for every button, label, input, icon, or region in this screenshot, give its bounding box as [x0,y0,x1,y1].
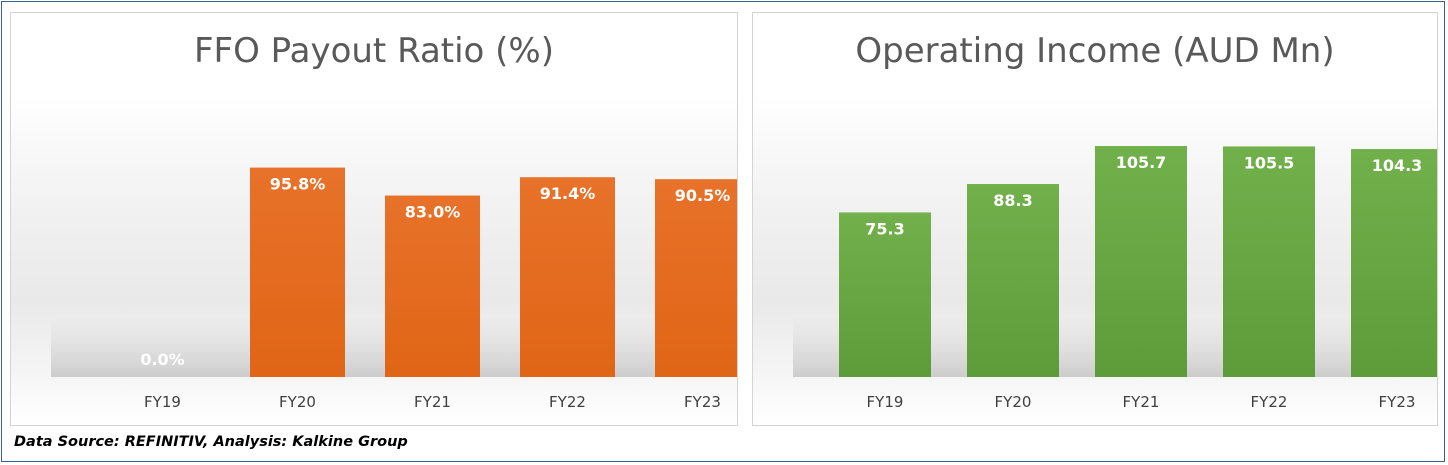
data-label-fy23: 90.5% [675,186,731,205]
x-tick-label-fy22: FY22 [1251,393,1288,411]
bar-fy23 [655,179,737,377]
x-tick-label-fy20: FY20 [279,393,316,411]
x-tick-label-fy21: FY21 [1123,393,1160,411]
operating-income-chart-panel: Operating Income (AUD Mn) 75.3 FY19 88.3 FY… [752,12,1438,426]
x-tick-label-fy21: FY21 [414,393,451,411]
x-tick-label-fy23: FY23 [684,393,721,411]
bar-fy21 [385,195,480,377]
bar-fy23 [1351,149,1437,377]
data-label-fy19: 0.0% [140,350,184,369]
data-label-fy19: 75.3 [865,219,904,238]
x-tick-label-fy20: FY20 [995,393,1032,411]
ffo-payout-chart-panel: FFO Payout Ratio (%) 0.0% FY19 95.8% FY20 83… [10,12,738,426]
bar-fy22 [520,177,615,377]
bar-fy22 [1223,146,1315,377]
bar-fy19 [839,212,931,377]
data-label-fy22: 91.4% [540,184,596,203]
bar-fy20 [250,167,345,377]
x-tick-label-fy22: FY22 [549,393,586,411]
x-tick-label-fy19: FY19 [867,393,904,411]
ffo-payout-chart-title: FFO Payout Ratio (%) [193,31,555,71]
operating-income-chart-title: Operating Income (AUD Mn) [855,31,1335,71]
ffo-payout-chart: 0.0% FY19 95.8% FY20 83.0% FY21 91.4% FY22 90.5%… [51,167,737,411]
x-tick-label-fy19: FY19 [144,393,181,411]
data-source-note: Data Source: REFINITIV, Analysis: Kalkin… [14,434,408,450]
operating-income-chart: 75.3 FY19 88.3 FY20 105.7 FY21 105.5 FY22 104.3 F… [793,145,1437,411]
data-label-fy22: 105.5 [1244,153,1295,172]
data-label-fy21: 83.0% [405,203,461,222]
data-label-fy20: 95.8% [270,175,326,194]
data-label-fy20: 88.3 [993,191,1032,210]
x-tick-label-fy23: FY23 [1379,393,1416,411]
data-label-fy21: 105.7 [1116,153,1167,172]
bar-fy20 [967,184,1059,377]
data-label-fy23: 104.3 [1372,156,1423,175]
bar-fy21 [1095,145,1187,377]
